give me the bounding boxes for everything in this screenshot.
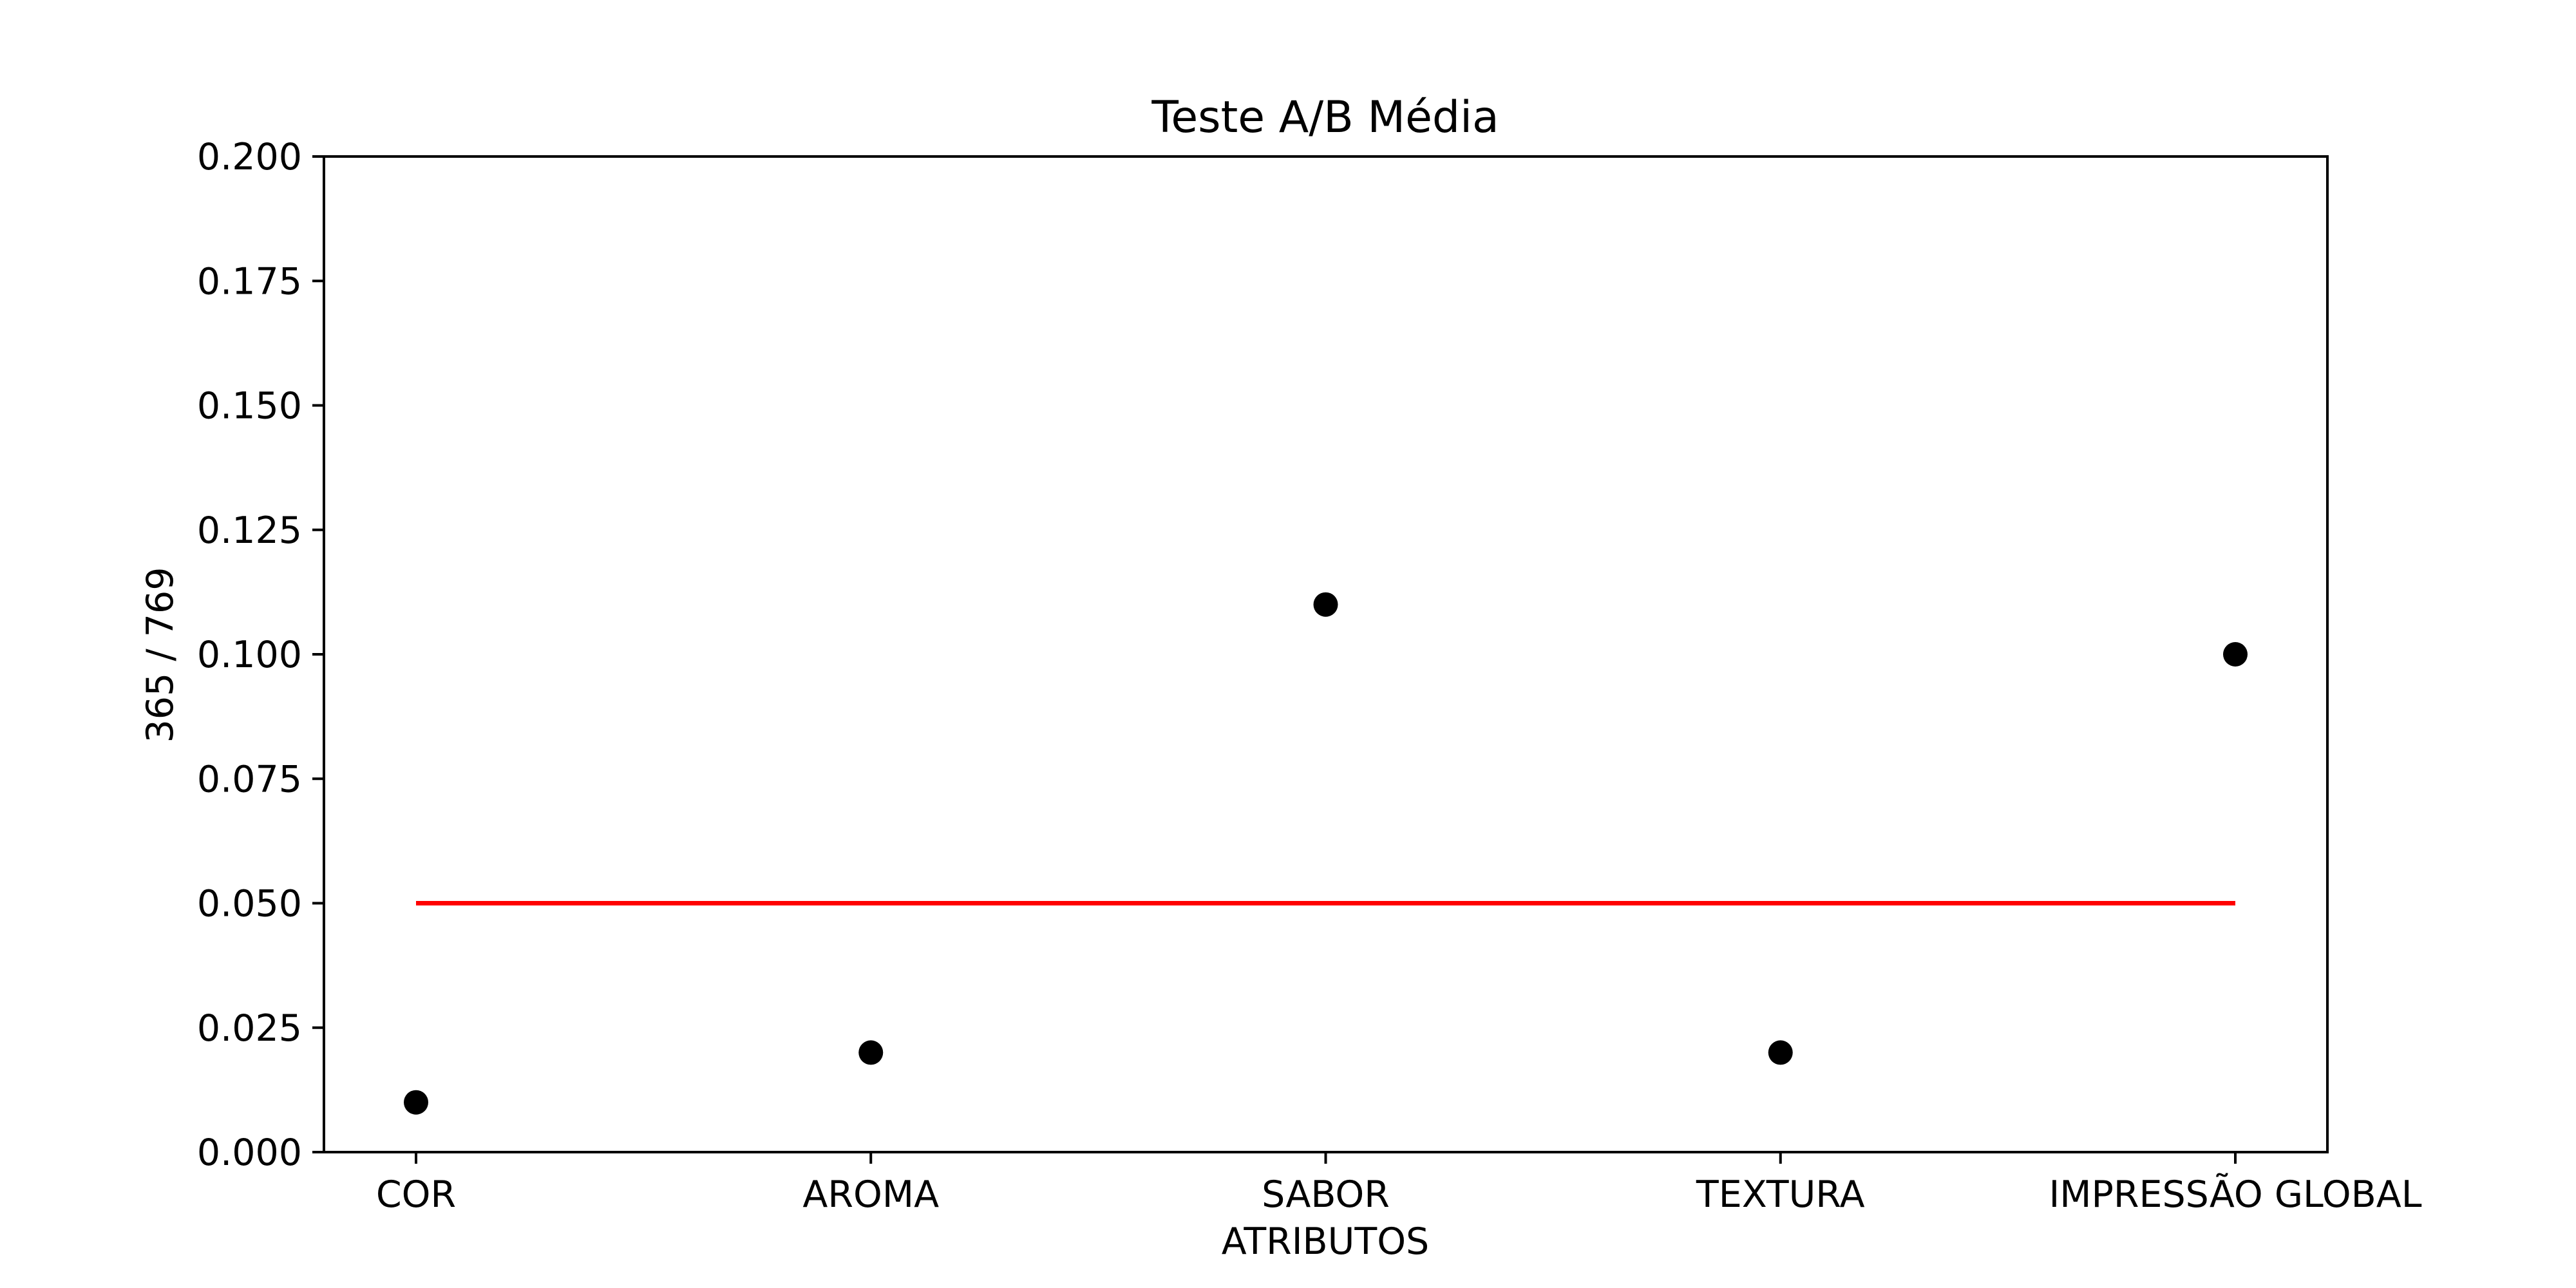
y-tick-label: 0.000 — [197, 1132, 302, 1174]
data-point-textura — [1768, 1040, 1793, 1065]
y-axis-ticks: 0.000 0.025 0.050 0.075 0.100 0.125 0.150 0.175… — [197, 136, 324, 1174]
data-point-cor — [404, 1090, 428, 1115]
x-tick-label: AROMA — [802, 1173, 939, 1216]
y-tick-label: 0.100 — [197, 634, 302, 676]
y-tick-label: 0.175 — [197, 260, 302, 303]
x-axis-ticks: COR AROMA SABOR TEXTURA IMPRESSÃO GLOBAL — [376, 1152, 2422, 1216]
y-tick-label: 0.075 — [197, 758, 302, 800]
y-tick-label: 0.150 — [197, 385, 302, 428]
y-tick-label: 0.125 — [197, 509, 302, 552]
x-axis-label: ATRIBUTOS — [1222, 1220, 1430, 1263]
data-point-impressão-global — [2223, 642, 2248, 667]
x-tick-label: TEXTURA — [1696, 1173, 1865, 1216]
data-point-sabor — [1313, 592, 1338, 617]
y-tick-label: 0.050 — [197, 883, 302, 925]
y-tick-label: 0.025 — [197, 1007, 302, 1050]
x-tick-label: IMPRESSÃO GLOBAL — [2049, 1173, 2422, 1216]
y-axis-label: 365 / 769 — [139, 567, 182, 743]
data-points — [404, 592, 2248, 1115]
plot-frame — [323, 155, 2329, 1153]
chart-title: Teste A/B Média — [1151, 92, 1499, 143]
data-point-aroma — [858, 1040, 884, 1065]
x-tick-label: COR — [376, 1173, 456, 1216]
y-tick-label: 0.200 — [197, 136, 302, 178]
x-tick-label: SABOR — [1262, 1173, 1390, 1216]
